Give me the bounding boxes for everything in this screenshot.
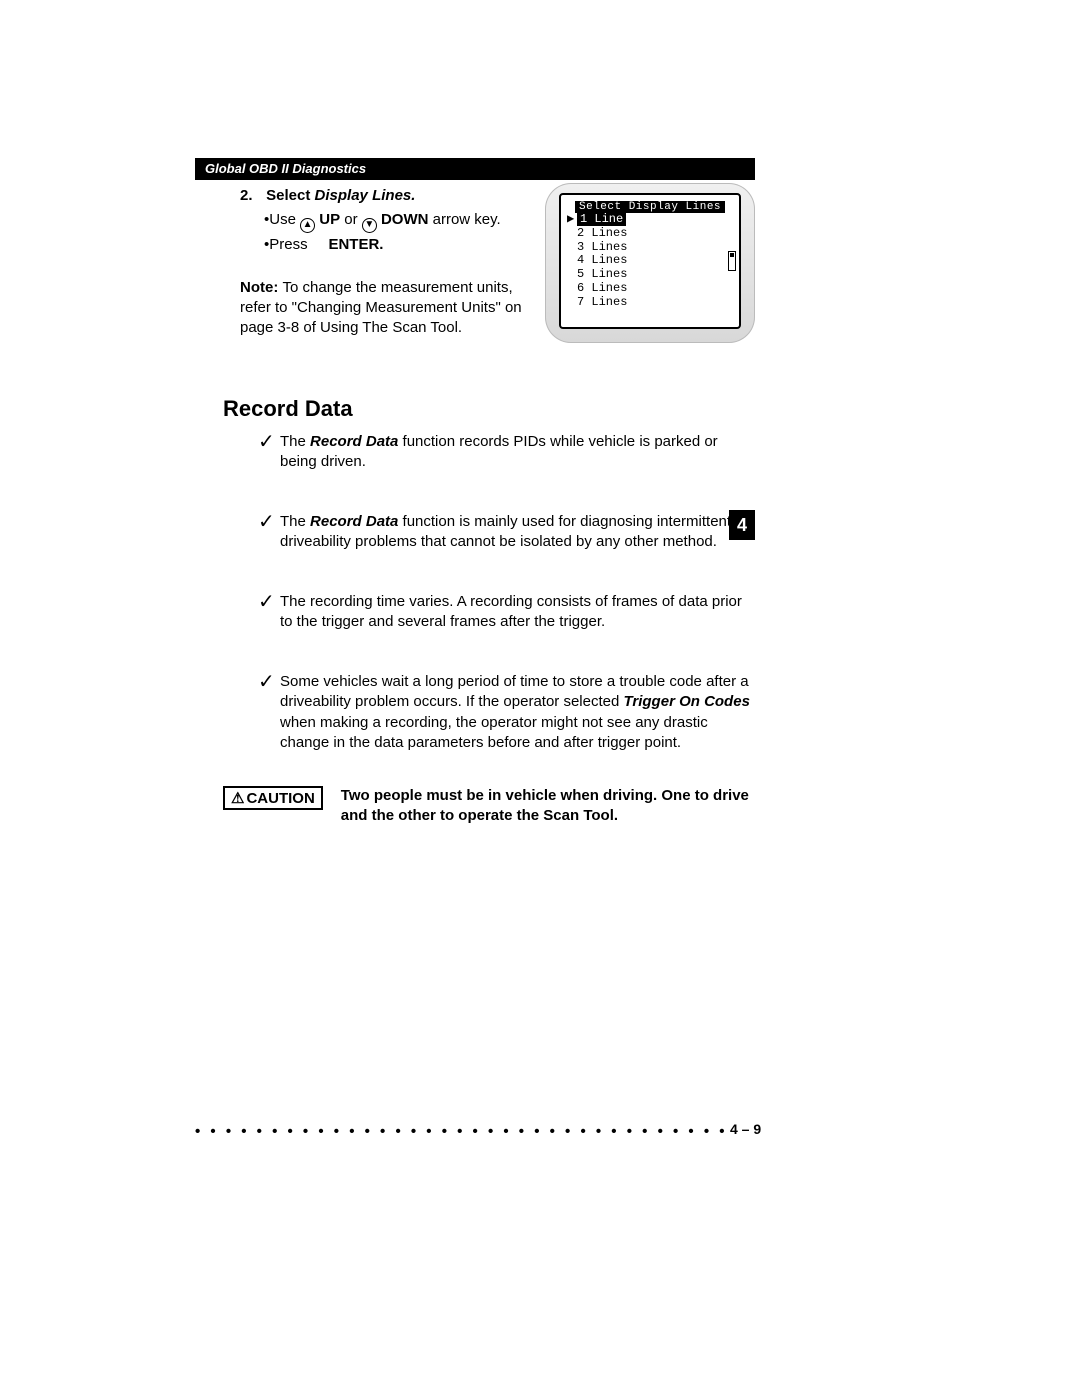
screen-scrollbar-icon <box>728 251 736 271</box>
row-label: 2 Lines <box>577 226 627 240</box>
row-label: 4 Lines <box>577 253 627 267</box>
footer-dots: • • • • • • • • • • • • • • • • • • • • … <box>195 1123 725 1140</box>
bullet2-pre: •Press <box>264 236 308 253</box>
text-span: when making a recording, the operator mi… <box>280 714 708 751</box>
bullet1-post: arrow key. <box>428 211 500 228</box>
instruction-step: 2. Select Display Lines. •Use ▲ UP or ▼ … <box>240 186 530 338</box>
note-block: Note: To change the measurement units, r… <box>240 278 530 339</box>
row-label: 3 Lines <box>577 240 627 254</box>
text-span: Record Data <box>310 513 398 530</box>
manual-page: Global OBD II Diagnostics 2. Select Disp… <box>0 0 1080 1397</box>
check-item: ✓The Record Data function is mainly used… <box>258 512 754 553</box>
scantool-device: Select Display Lines ▶1 Line2 Lines3 Lin… <box>545 183 755 343</box>
check-item: ✓Some vehicles wait a long period of tim… <box>258 672 754 753</box>
row-label: 7 Lines <box>577 295 627 309</box>
step-number: 2. <box>240 186 262 206</box>
check-item: ✓The Record Data function records PIDs w… <box>258 432 754 473</box>
text-span: The recording time varies. A recording c… <box>280 593 742 630</box>
check-item: ✓The recording time varies. A recording … <box>258 592 754 633</box>
footer-page-number: 4 – 9 <box>730 1121 761 1137</box>
step-title-italic: Display Lines. <box>315 187 416 204</box>
row-label: 6 Lines <box>577 281 627 295</box>
check-text: The Record Data function records PIDs wh… <box>280 432 754 473</box>
row-pointer-icon: ▶ <box>567 213 577 227</box>
text-span: Record Data <box>310 433 398 450</box>
checkmark-icon: ✓ <box>258 672 280 753</box>
screen-title-row: Select Display Lines <box>567 199 733 213</box>
caution-label: ⚠CAUTION <box>223 786 323 810</box>
chapter-title: Global OBD II Diagnostics <box>205 161 366 176</box>
down-arrow-icon: ▼ <box>362 218 377 233</box>
caution-label-text: CAUTION <box>246 790 314 807</box>
section-heading: Record Data <box>223 396 353 422</box>
screen-row: 5 Lines <box>567 268 733 282</box>
check-text: The recording time varies. A recording c… <box>280 592 754 633</box>
warning-icon: ⚠ <box>231 789 244 807</box>
scantool-screen: Select Display Lines ▶1 Line2 Lines3 Lin… <box>559 193 741 329</box>
caution-block: ⚠CAUTION Two people must be in vehicle w… <box>223 786 757 827</box>
step-bullets: •Use ▲ UP or ▼ DOWN arrow key. •Press EN… <box>264 210 530 255</box>
row-label: 5 Lines <box>577 267 627 281</box>
screen-row: ▶1 Line <box>567 213 733 227</box>
step-line: 2. Select Display Lines. <box>240 186 530 206</box>
bullet1-mid: or <box>340 211 362 228</box>
bullet-2: •Press ENTER. <box>264 235 530 255</box>
up-arrow-icon: ▲ <box>300 218 315 233</box>
checkmark-icon: ✓ <box>258 592 280 633</box>
row-label: 1 Line <box>577 212 626 226</box>
bullet1-pre: •Use <box>264 211 300 228</box>
screen-row: 2 Lines <box>567 227 733 241</box>
bullet2-key: ENTER. <box>328 236 383 253</box>
chapter-header: Global OBD II Diagnostics <box>195 158 755 180</box>
screen-row: 4 Lines <box>567 254 733 268</box>
checkmark-icon: ✓ <box>258 512 280 553</box>
bullet1-down: DOWN <box>377 211 429 228</box>
bullet-1: •Use ▲ UP or ▼ DOWN arrow key. <box>264 210 530 233</box>
check-text: Some vehicles wait a long period of time… <box>280 672 754 753</box>
note-text: To change the measurement units, refer t… <box>240 279 522 337</box>
text-span: The <box>280 513 310 530</box>
text-span: Trigger On Codes <box>624 693 750 710</box>
text-span: The <box>280 433 310 450</box>
screen-row: 3 Lines <box>567 241 733 255</box>
note-label: Note: <box>240 279 283 296</box>
check-text: The Record Data function is mainly used … <box>280 512 754 553</box>
screen-row: 7 Lines <box>567 296 733 310</box>
step-title-lead: Select <box>266 187 314 204</box>
bullet1-up: UP <box>315 211 340 228</box>
caution-text: Two people must be in vehicle when drivi… <box>341 786 757 827</box>
screen-row: 6 Lines <box>567 282 733 296</box>
checkmark-icon: ✓ <box>258 432 280 473</box>
screen-rows: ▶1 Line2 Lines3 Lines4 Lines5 Lines6 Lin… <box>567 213 733 310</box>
